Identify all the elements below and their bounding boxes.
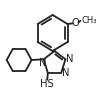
Text: O: O [72,18,80,28]
Text: N: N [62,68,69,78]
Text: CH₃: CH₃ [82,16,97,25]
Text: HS: HS [40,79,54,89]
Text: N: N [66,54,74,64]
Text: N: N [39,58,47,68]
